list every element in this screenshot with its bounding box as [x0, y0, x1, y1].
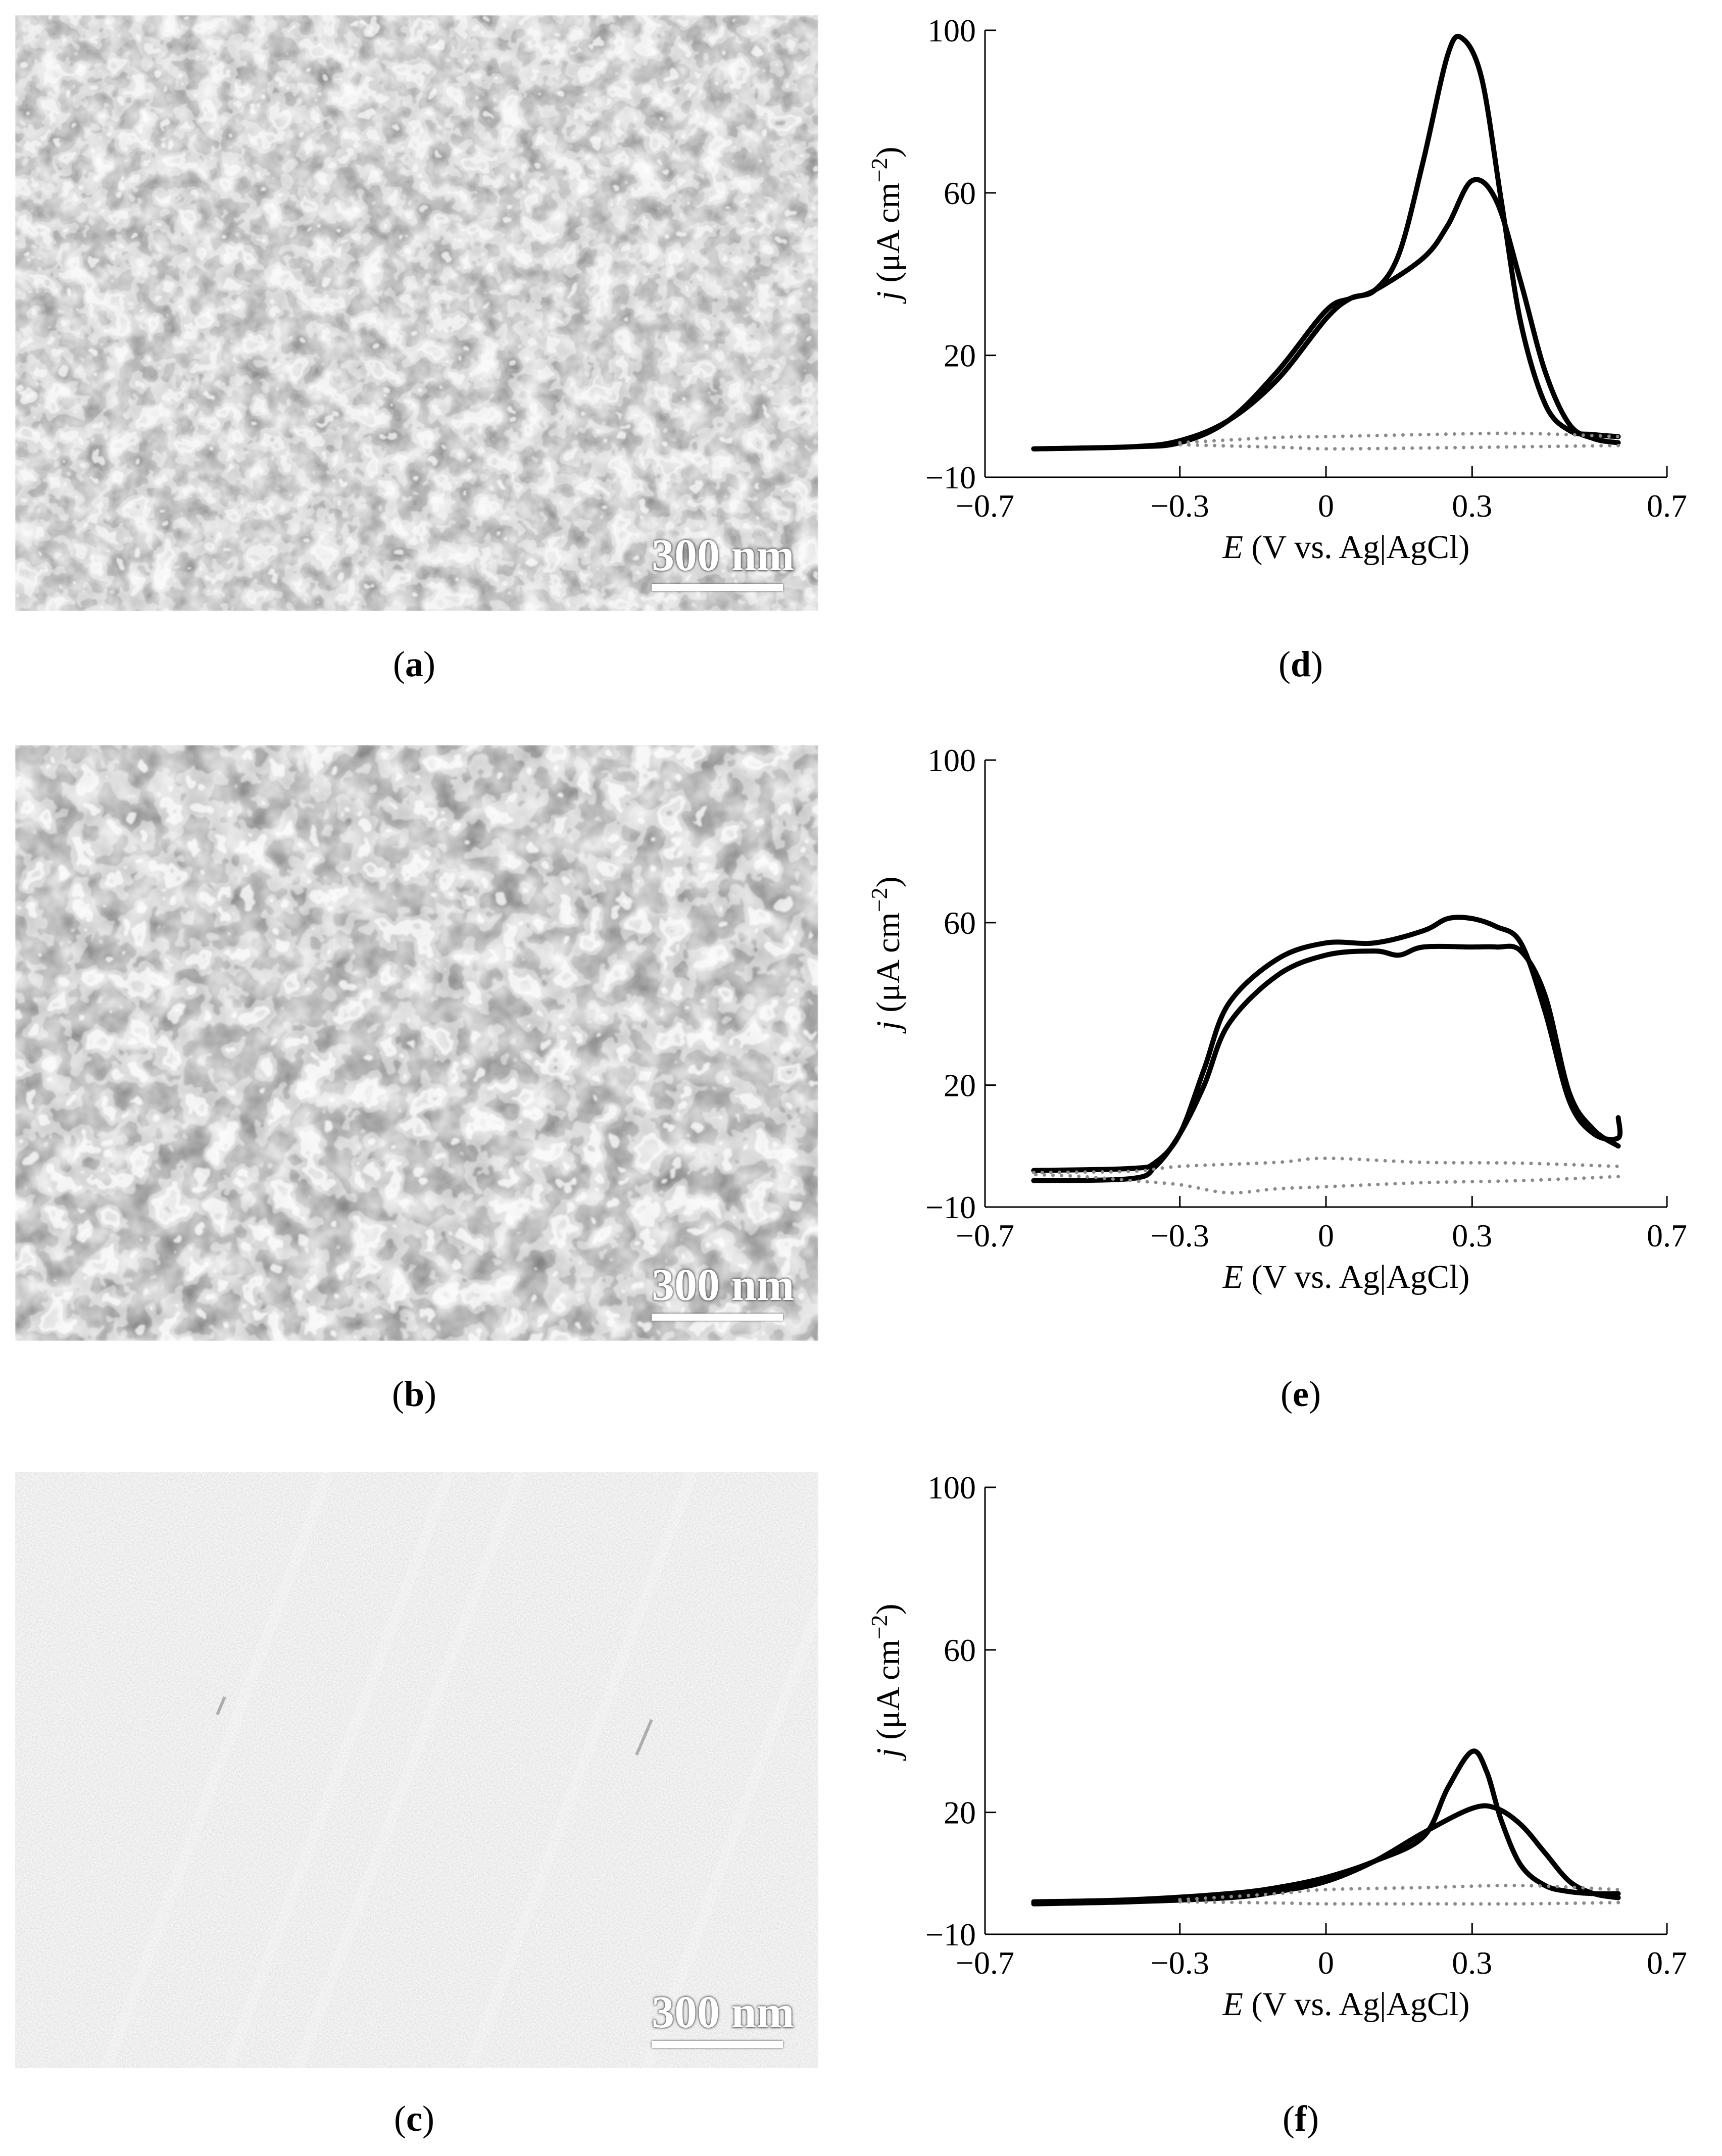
cv-curve-1 [1031, 1748, 1621, 1904]
scale-bar-label: 300 nm [652, 530, 795, 580]
scale-bar: 300 nm [652, 530, 795, 591]
x-axis-title: E (V vs. Ag|AgCl) [1222, 1259, 1470, 1295]
x-axis-symbol: E [1222, 1259, 1243, 1295]
x-axis-units: (V vs. Ag|AgCl) [1243, 1986, 1469, 2023]
x-axis-title: E (V vs. Ag|AgCl) [1222, 1986, 1470, 2023]
x-tick-label: 0 [1318, 1945, 1334, 1981]
y-axis-units-end: ) [870, 876, 907, 887]
x-tick-label: −0.7 [956, 488, 1014, 524]
x-tick-label: 0 [1318, 488, 1334, 524]
sem-image-a: 300 nm [15, 15, 818, 611]
cv-curve-2 [1031, 177, 1621, 452]
y-tick-label: 60 [944, 1632, 976, 1668]
x-axis-units: (V vs. Ag|AgCl) [1243, 529, 1469, 566]
x-axis-units: (V vs. Ag|AgCl) [1243, 1259, 1469, 1295]
x-tick-label: 0.3 [1452, 1945, 1492, 1981]
caption-a: (a) [393, 644, 435, 684]
y-axis-units-end: ) [870, 1603, 907, 1615]
y-tick-label: 100 [927, 13, 976, 48]
sem-texture-c [15, 1472, 818, 2068]
y-axis-units: (μA cm [870, 182, 907, 291]
y-axis-symbol: j [870, 1021, 907, 1034]
sem-texture-b [15, 745, 818, 1341]
y-tick-label: 60 [944, 905, 976, 941]
cv-plot-e: −10 20 60 100 −0.7 −0.3 0 0.3 0.7 E (V vs. Ag|AgC… [866, 742, 1687, 1295]
caption-d: (d) [1278, 644, 1323, 684]
x-tick-label: −0.7 [956, 1945, 1014, 1981]
y-tick-label: −10 [925, 460, 976, 495]
cv-chart-e: −10 20 60 100 −0.7 −0.3 0 0.3 0.7 E (V vs. Ag|AgC… [839, 730, 1722, 1386]
y-tick-label: −10 [925, 1917, 976, 1952]
x-tick-label: 0.3 [1452, 488, 1492, 524]
y-axis-title: j (μA cm−2) [866, 876, 907, 1034]
y-axis-symbol: j [870, 291, 907, 304]
y-axis-units: (μA cm [870, 1639, 907, 1748]
y-axis-symbol: j [870, 1748, 907, 1761]
background-cv-curve-3 [1178, 1883, 1620, 1902]
cv-curve-1 [1031, 34, 1621, 452]
y-axis-title: j (μA cm−2) [866, 1603, 907, 1761]
x-tick-label: 0.7 [1647, 1945, 1687, 1981]
background-cv-curve-4 [1178, 1900, 1620, 1906]
scale-bar-line [652, 1314, 783, 1321]
cv-plot-f: −10 20 60 100 −0.7 −0.3 0 0.3 0.7 E (V vs. Ag|AgC… [866, 1470, 1687, 2023]
y-axis-title: j (μA cm−2) [866, 146, 907, 304]
x-tick-label: −0.3 [1151, 1218, 1209, 1254]
scale-bar-label: 300 nm [652, 1260, 795, 1310]
x-tick-label: 0.7 [1647, 488, 1687, 524]
y-tick-label: 100 [927, 742, 976, 778]
y-tick-label: 100 [927, 1470, 976, 1506]
y-tick-label: 60 [944, 175, 976, 211]
background-cv-curve-4 [1178, 443, 1620, 451]
y-axis-superscript: −2 [866, 1615, 892, 1639]
x-tick-label: 0.3 [1452, 1218, 1492, 1254]
x-axis-symbol: E [1222, 1986, 1243, 2023]
scale-bar: 300 nm [652, 1987, 795, 2048]
x-tick-label: 0.7 [1647, 1218, 1687, 1254]
scale-bar-line [652, 2041, 783, 2048]
y-tick-label: −10 [925, 1189, 976, 1225]
caption-b: (b) [391, 1374, 436, 1414]
cv-chart-f: −10 20 60 100 −0.7 −0.3 0 0.3 0.7 E (V vs. Ag|AgC… [839, 1457, 1722, 2114]
caption-e: (e) [1281, 1374, 1321, 1414]
sem-texture-a [15, 15, 818, 611]
caption-f: (f) [1283, 2098, 1319, 2139]
caption-c: (c) [394, 2098, 434, 2139]
background-cv-curve-3 [1178, 431, 1620, 445]
x-tick-label: −0.3 [1151, 1945, 1209, 1981]
scale-bar-label: 300 nm [652, 1987, 795, 2037]
x-axis-title: E (V vs. Ag|AgCl) [1222, 529, 1470, 566]
sem-image-c: 300 nm [15, 1472, 818, 2068]
x-tick-label: 0 [1318, 1218, 1334, 1254]
y-tick-label: 20 [944, 1795, 976, 1831]
cv-curve-2 [1031, 943, 1621, 1183]
y-axis-superscript: −2 [866, 887, 892, 912]
background-cv-curve-3 [1031, 1156, 1620, 1175]
y-tick-label: 20 [944, 1068, 976, 1104]
sem-image-b: 300 nm [15, 745, 818, 1341]
scale-bar: 300 nm [652, 1260, 795, 1321]
y-axis-superscript: −2 [866, 158, 892, 182]
x-axis-symbol: E [1222, 529, 1243, 566]
x-tick-label: −0.7 [956, 1218, 1014, 1254]
y-axis-units: (μA cm [870, 912, 907, 1021]
y-axis-units-end: ) [870, 146, 907, 158]
cv-chart-d: −10 20 60 100 −0.7 −0.3 0 0.3 0.7 E (V vs. Ag|AgC… [839, 0, 1722, 657]
x-tick-label: −0.3 [1151, 488, 1209, 524]
y-tick-label: 20 [944, 338, 976, 374]
scale-bar-line [652, 584, 783, 591]
cv-plot-d: −10 20 60 100 −0.7 −0.3 0 0.3 0.7 E (V vs. Ag|AgC… [866, 13, 1687, 566]
